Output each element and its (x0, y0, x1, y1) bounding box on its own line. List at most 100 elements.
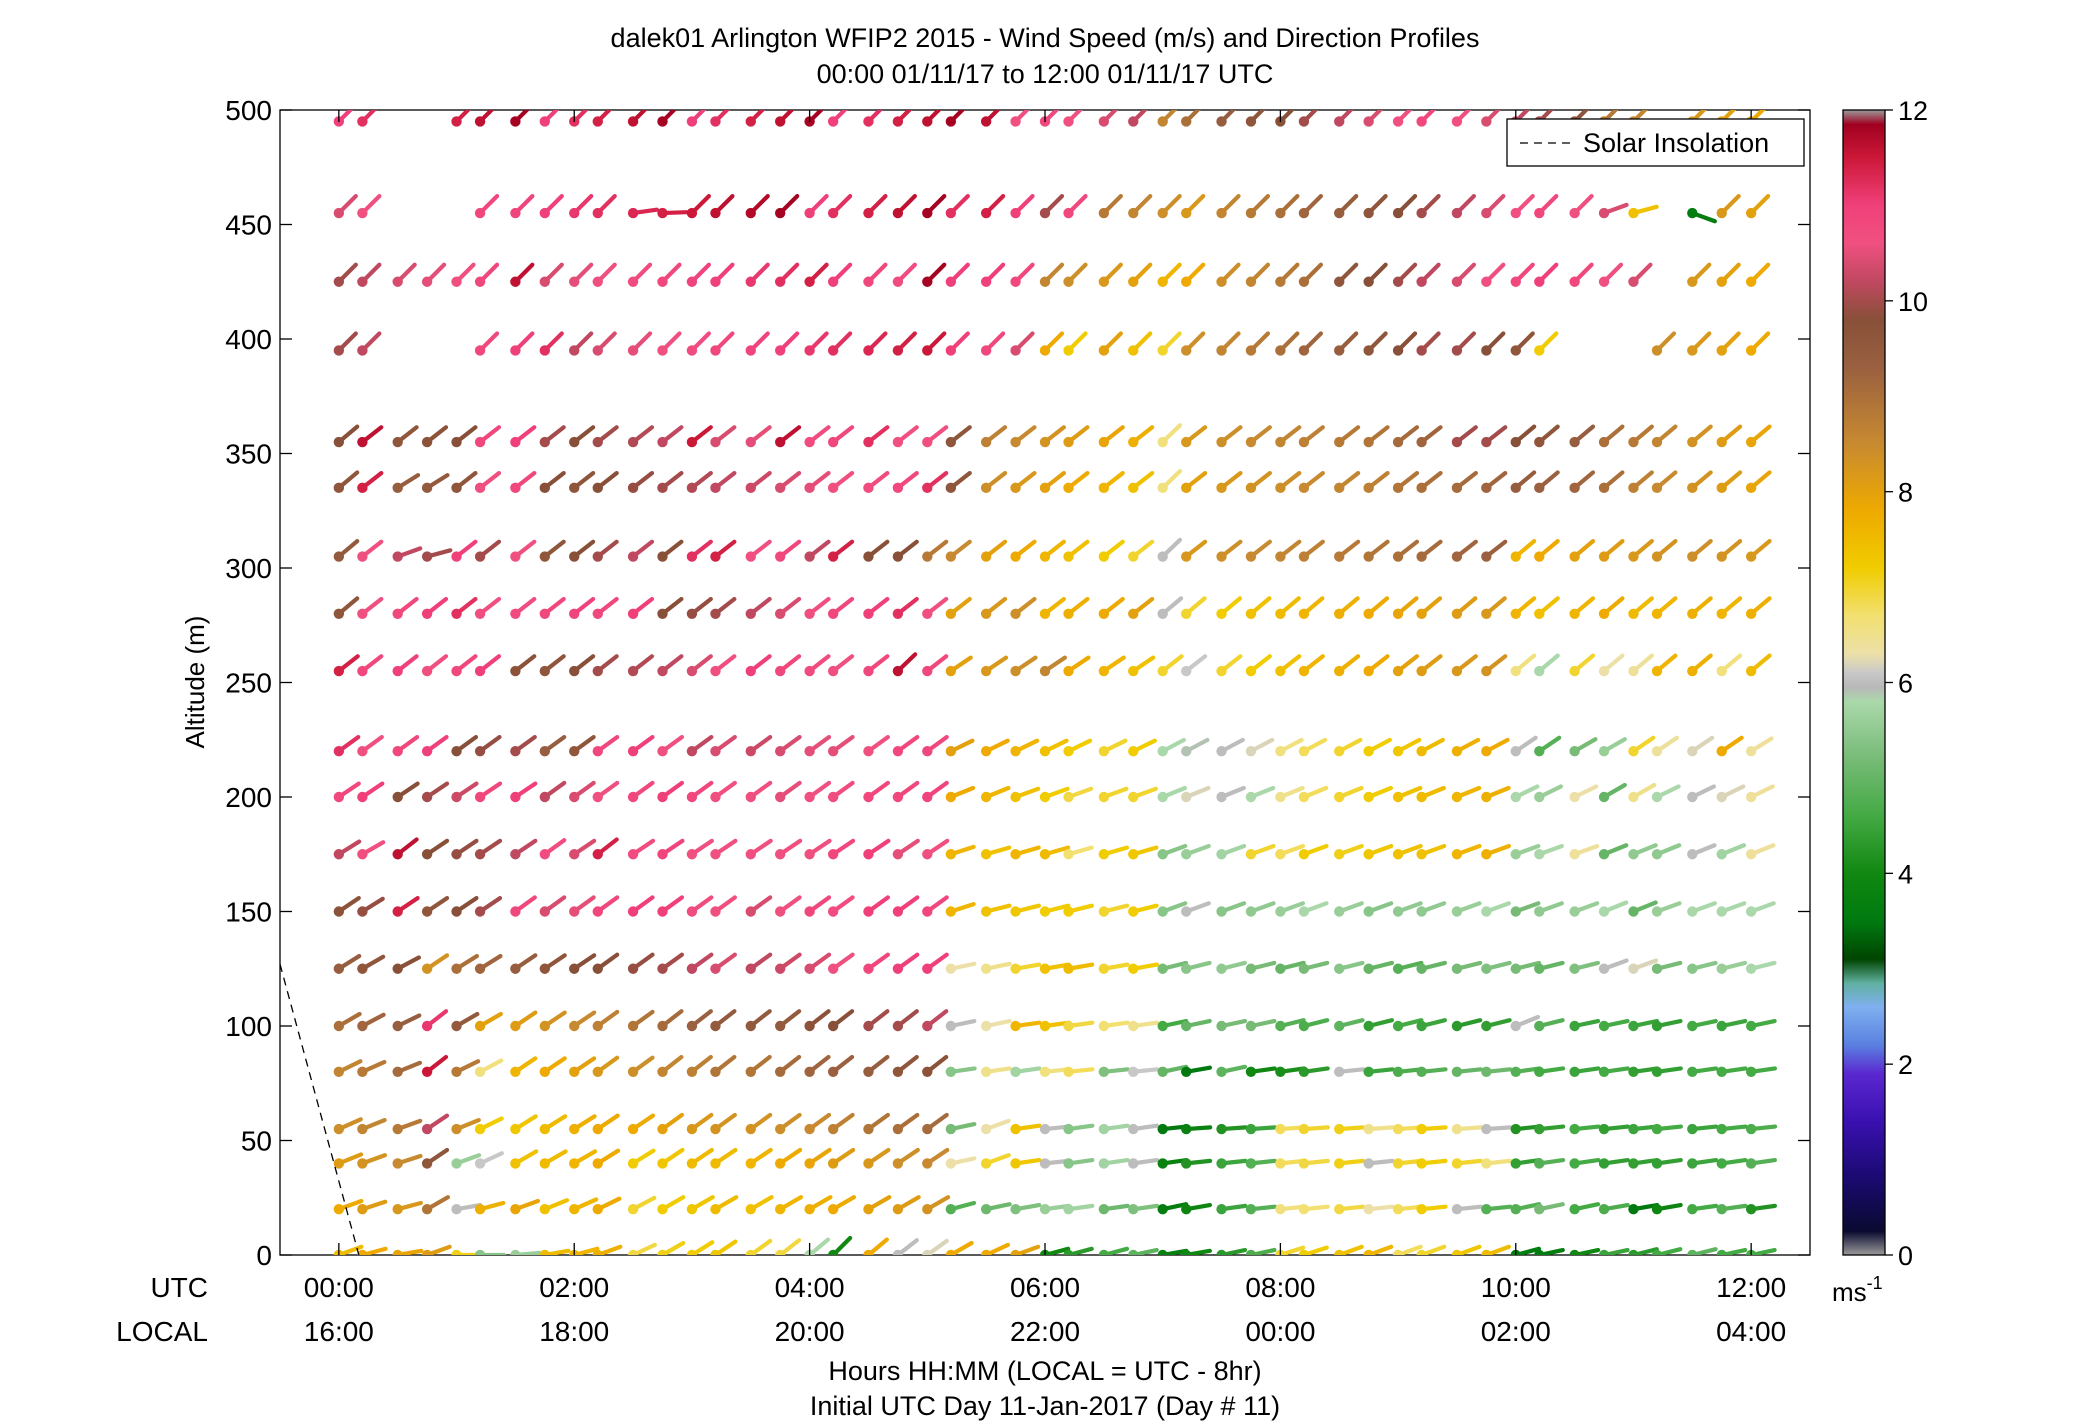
wind-barb-point (892, 1123, 904, 1135)
wind-barb-point (1451, 207, 1463, 219)
wind-barb-point (1245, 116, 1257, 127)
wind-barb-point (1416, 746, 1427, 757)
wind-barb-point (1687, 1066, 1698, 1078)
wind-barb-point (592, 963, 603, 974)
wind-barb-point (1157, 1249, 1168, 1255)
wind-barb-point (1063, 963, 1074, 974)
wind-barb-point (357, 906, 368, 917)
wind-barb-point (710, 1249, 721, 1255)
wind-barb-point (804, 791, 815, 803)
wind-barb-point (892, 1204, 904, 1215)
wind-barb-point (774, 1020, 786, 1032)
wind-barb-point (804, 1204, 815, 1215)
wind-barb-point (1510, 608, 1521, 619)
wind-barb-point (980, 1066, 992, 1078)
wind-barb-point (1334, 436, 1345, 448)
wind-barb-point (539, 746, 551, 757)
wind-barb-point (627, 436, 639, 448)
wind-barb-point (1745, 207, 1757, 219)
wind-barb-point (686, 207, 698, 219)
wind-barb-point (1687, 1204, 1698, 1215)
wind-barb-point (686, 551, 698, 562)
legend-box (1506, 118, 1805, 167)
wind-barb-point (1298, 207, 1310, 219)
wind-barb-point (1128, 791, 1139, 803)
wind-barb-point (1451, 551, 1463, 562)
wind-barb-point (1010, 906, 1021, 917)
wind-barb-point (1534, 791, 1545, 803)
wind-barb-point (1687, 276, 1698, 287)
wind-barb-point (657, 608, 668, 619)
wind-barb-point (892, 551, 904, 562)
utc-tick-label: 02:00 (539, 1272, 609, 1303)
wind-barb-point (657, 345, 668, 356)
wind-barb-point (1569, 1204, 1580, 1215)
wind-barb-point (474, 791, 486, 803)
wind-barb-point (1451, 1020, 1463, 1032)
y-tick-label: 250 (225, 668, 272, 699)
wind-barb-point (1416, 207, 1427, 219)
wind-barb-point (804, 436, 815, 448)
wind-barb-point (333, 608, 345, 619)
wind-barb-point (1628, 482, 1639, 494)
wind-barb-point (1098, 1020, 1110, 1032)
wind-barb-point (1569, 551, 1580, 562)
y-tick-label: 100 (225, 1011, 272, 1042)
wind-barb-point (421, 551, 433, 562)
wind-barb-point (592, 1066, 603, 1078)
wind-barb-point (827, 1066, 839, 1078)
wind-barb-point (863, 849, 874, 860)
wind-barb-point (1098, 1249, 1110, 1255)
wind-barb-point (1298, 551, 1310, 562)
wind-barb-point (1245, 1066, 1257, 1078)
wind-barb-point (686, 746, 698, 757)
wind-barb-point (592, 551, 603, 562)
wind-barb-point (451, 1123, 462, 1135)
wind-barb-point (421, 791, 433, 803)
wind-barb-point (1098, 116, 1110, 127)
wind-barb-point (357, 207, 368, 219)
wind-barb-point (1569, 207, 1580, 219)
wind-barb-point (421, 963, 433, 974)
wind-barb-point (1063, 276, 1074, 287)
wind-barb-point (421, 1020, 433, 1032)
wind-barb-point (945, 906, 957, 917)
wind-barb-point (827, 1020, 839, 1032)
wind-barb-point (945, 1020, 957, 1032)
wind-barb-point (1298, 1123, 1310, 1135)
wind-barb-point (922, 345, 933, 356)
wind-barb-point (827, 116, 839, 127)
wind-barb-point (922, 746, 933, 757)
wind-barb-point (1628, 1123, 1639, 1135)
wind-barb-point (1363, 276, 1374, 287)
wind-barb-point (1651, 746, 1663, 757)
utc-tick-label: 12:00 (1716, 1272, 1786, 1303)
wind-barb-point (710, 665, 721, 677)
wind-barb-point (592, 482, 603, 494)
wind-barb-point (1716, 1158, 1727, 1169)
wind-barb-point (1481, 116, 1492, 127)
wind-barb-point (1334, 665, 1345, 677)
wind-barb-point (357, 791, 368, 803)
wind-barb-point (980, 906, 992, 917)
wind-barb-point (539, 276, 551, 287)
x-axis-sublabel: Initial UTC Day 11-Jan-2017 (Day # 11) (810, 1391, 1280, 1421)
wind-barb-point (1181, 791, 1192, 803)
wind-barb-point (827, 608, 839, 619)
wind-barbs (333, 110, 1778, 1255)
wind-barb-point (1687, 1020, 1698, 1032)
wind-barb-point (827, 207, 839, 219)
wind-barb-point (1651, 1249, 1663, 1255)
wind-barb-point (1216, 276, 1227, 287)
wind-barb-point (657, 1204, 668, 1215)
wind-barb-point (1245, 1123, 1257, 1135)
wind-barb-point (1334, 608, 1345, 619)
wind-barb-point (592, 906, 603, 917)
wind-barb-point (1128, 849, 1139, 860)
wind-barb-point (1157, 746, 1168, 757)
wind-barb-point (1275, 1123, 1286, 1135)
wind-barb-point (1716, 436, 1727, 448)
wind-barb-point (1481, 345, 1492, 356)
wind-barb-point (1745, 849, 1757, 860)
wind-barb-point (510, 608, 521, 619)
